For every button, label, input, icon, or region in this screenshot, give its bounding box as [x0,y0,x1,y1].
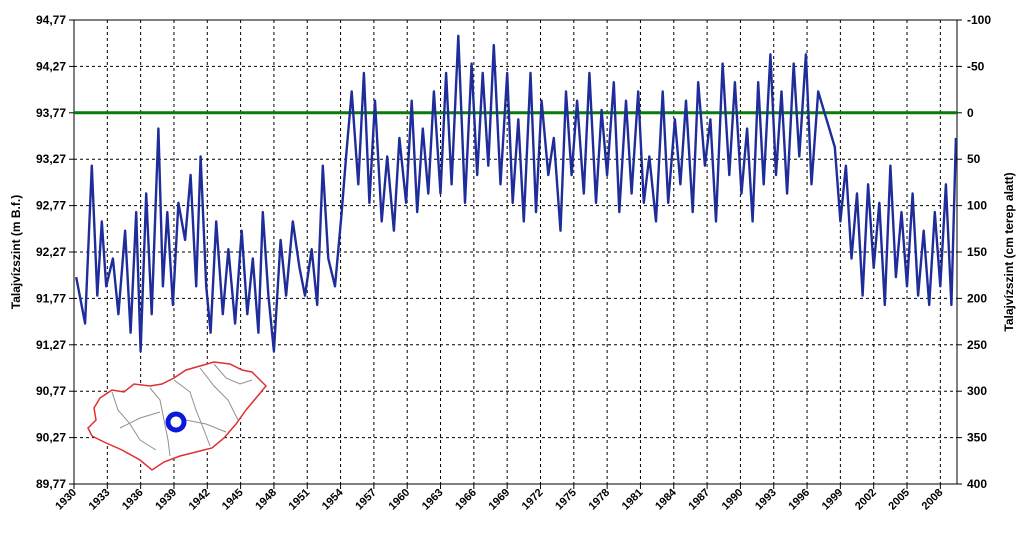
y-tick-label: 91,27 [36,338,66,352]
x-tick-label: 1963 [420,487,446,513]
x-tick-label: 1936 [120,487,146,513]
x-tick-label: 1966 [453,487,479,513]
x-tick-label: 1954 [320,486,346,512]
y-axis-label: Talajvízszint (m B.f.) [9,195,23,309]
y-tick-label: 94,77 [36,13,66,27]
y-right-tick-label: 0 [967,106,974,120]
x-tick-label: 1978 [586,487,612,513]
y-axis-right-ticks: -100 -50 0 50 100 150 200 250 300 350 400 [957,13,991,491]
x-tick-label: 1951 [287,487,313,513]
x-tick-label: 1942 [187,487,213,513]
y-right-tick-label: 100 [967,199,987,213]
x-tick-label: 1981 [620,487,646,513]
y-tick-label: 92,27 [36,245,66,259]
x-tick-label: 1933 [87,487,113,513]
y-right-tick-label: 400 [967,477,987,491]
x-tick-label: 1993 [753,487,779,513]
y-tick-label: 91,77 [36,291,66,305]
y-tick-label: 89,77 [36,477,66,491]
y-axis-right-label: Talajvízszint (cm terep alatt) [1002,172,1016,331]
map-rivers [111,363,253,457]
x-tick-label: 1984 [653,486,679,512]
location-marker [165,411,187,433]
y-tick-label: 93,27 [36,152,66,166]
y-right-tick-label: 300 [967,384,987,398]
x-axis-ticks: 1930 1933 1936 1939 1942 1945 1948 1951 1954 1957… [53,484,945,512]
y-tick-label: 92,77 [36,199,66,213]
x-tick-label: 1939 [153,487,179,513]
x-tick-label: 1960 [387,487,413,513]
y-axis-ticks: 94,77 94,27 93,77 93,27 92,77 92,27 91,77 91,27… [36,13,74,491]
y-right-tick-label: 50 [967,152,981,166]
x-tick-label: 2005 [886,487,912,513]
x-tick-label: 1957 [353,487,379,513]
x-tick-label: 1990 [720,487,746,513]
y-tick-label: 90,27 [36,431,66,445]
x-tick-label: 2008 [920,487,946,513]
x-tick-label: 1999 [820,487,846,513]
y-right-tick-label: -100 [967,13,991,27]
y-tick-label: 94,27 [36,59,66,73]
series-line [75,34,958,353]
x-tick-label: 1996 [786,487,812,513]
y-tick-label: 90,77 [36,384,66,398]
y-right-tick-label: 150 [967,245,987,259]
y-right-tick-label: 250 [967,338,987,352]
x-tick-label: 1987 [686,487,712,513]
y-right-tick-label: 350 [967,431,987,445]
hungary-map-inset [87,361,268,471]
x-tick-label: 1972 [520,487,546,513]
x-tick-label: 1948 [253,487,279,513]
x-tick-label: 1975 [553,487,579,513]
y-tick-label: 93,77 [36,106,66,120]
y-right-tick-label: -50 [967,59,985,73]
y-right-tick-label: 200 [967,291,987,305]
x-tick-label: 2002 [853,487,879,513]
x-tick-label: 1969 [486,487,512,513]
x-tick-label: 1945 [220,487,246,513]
